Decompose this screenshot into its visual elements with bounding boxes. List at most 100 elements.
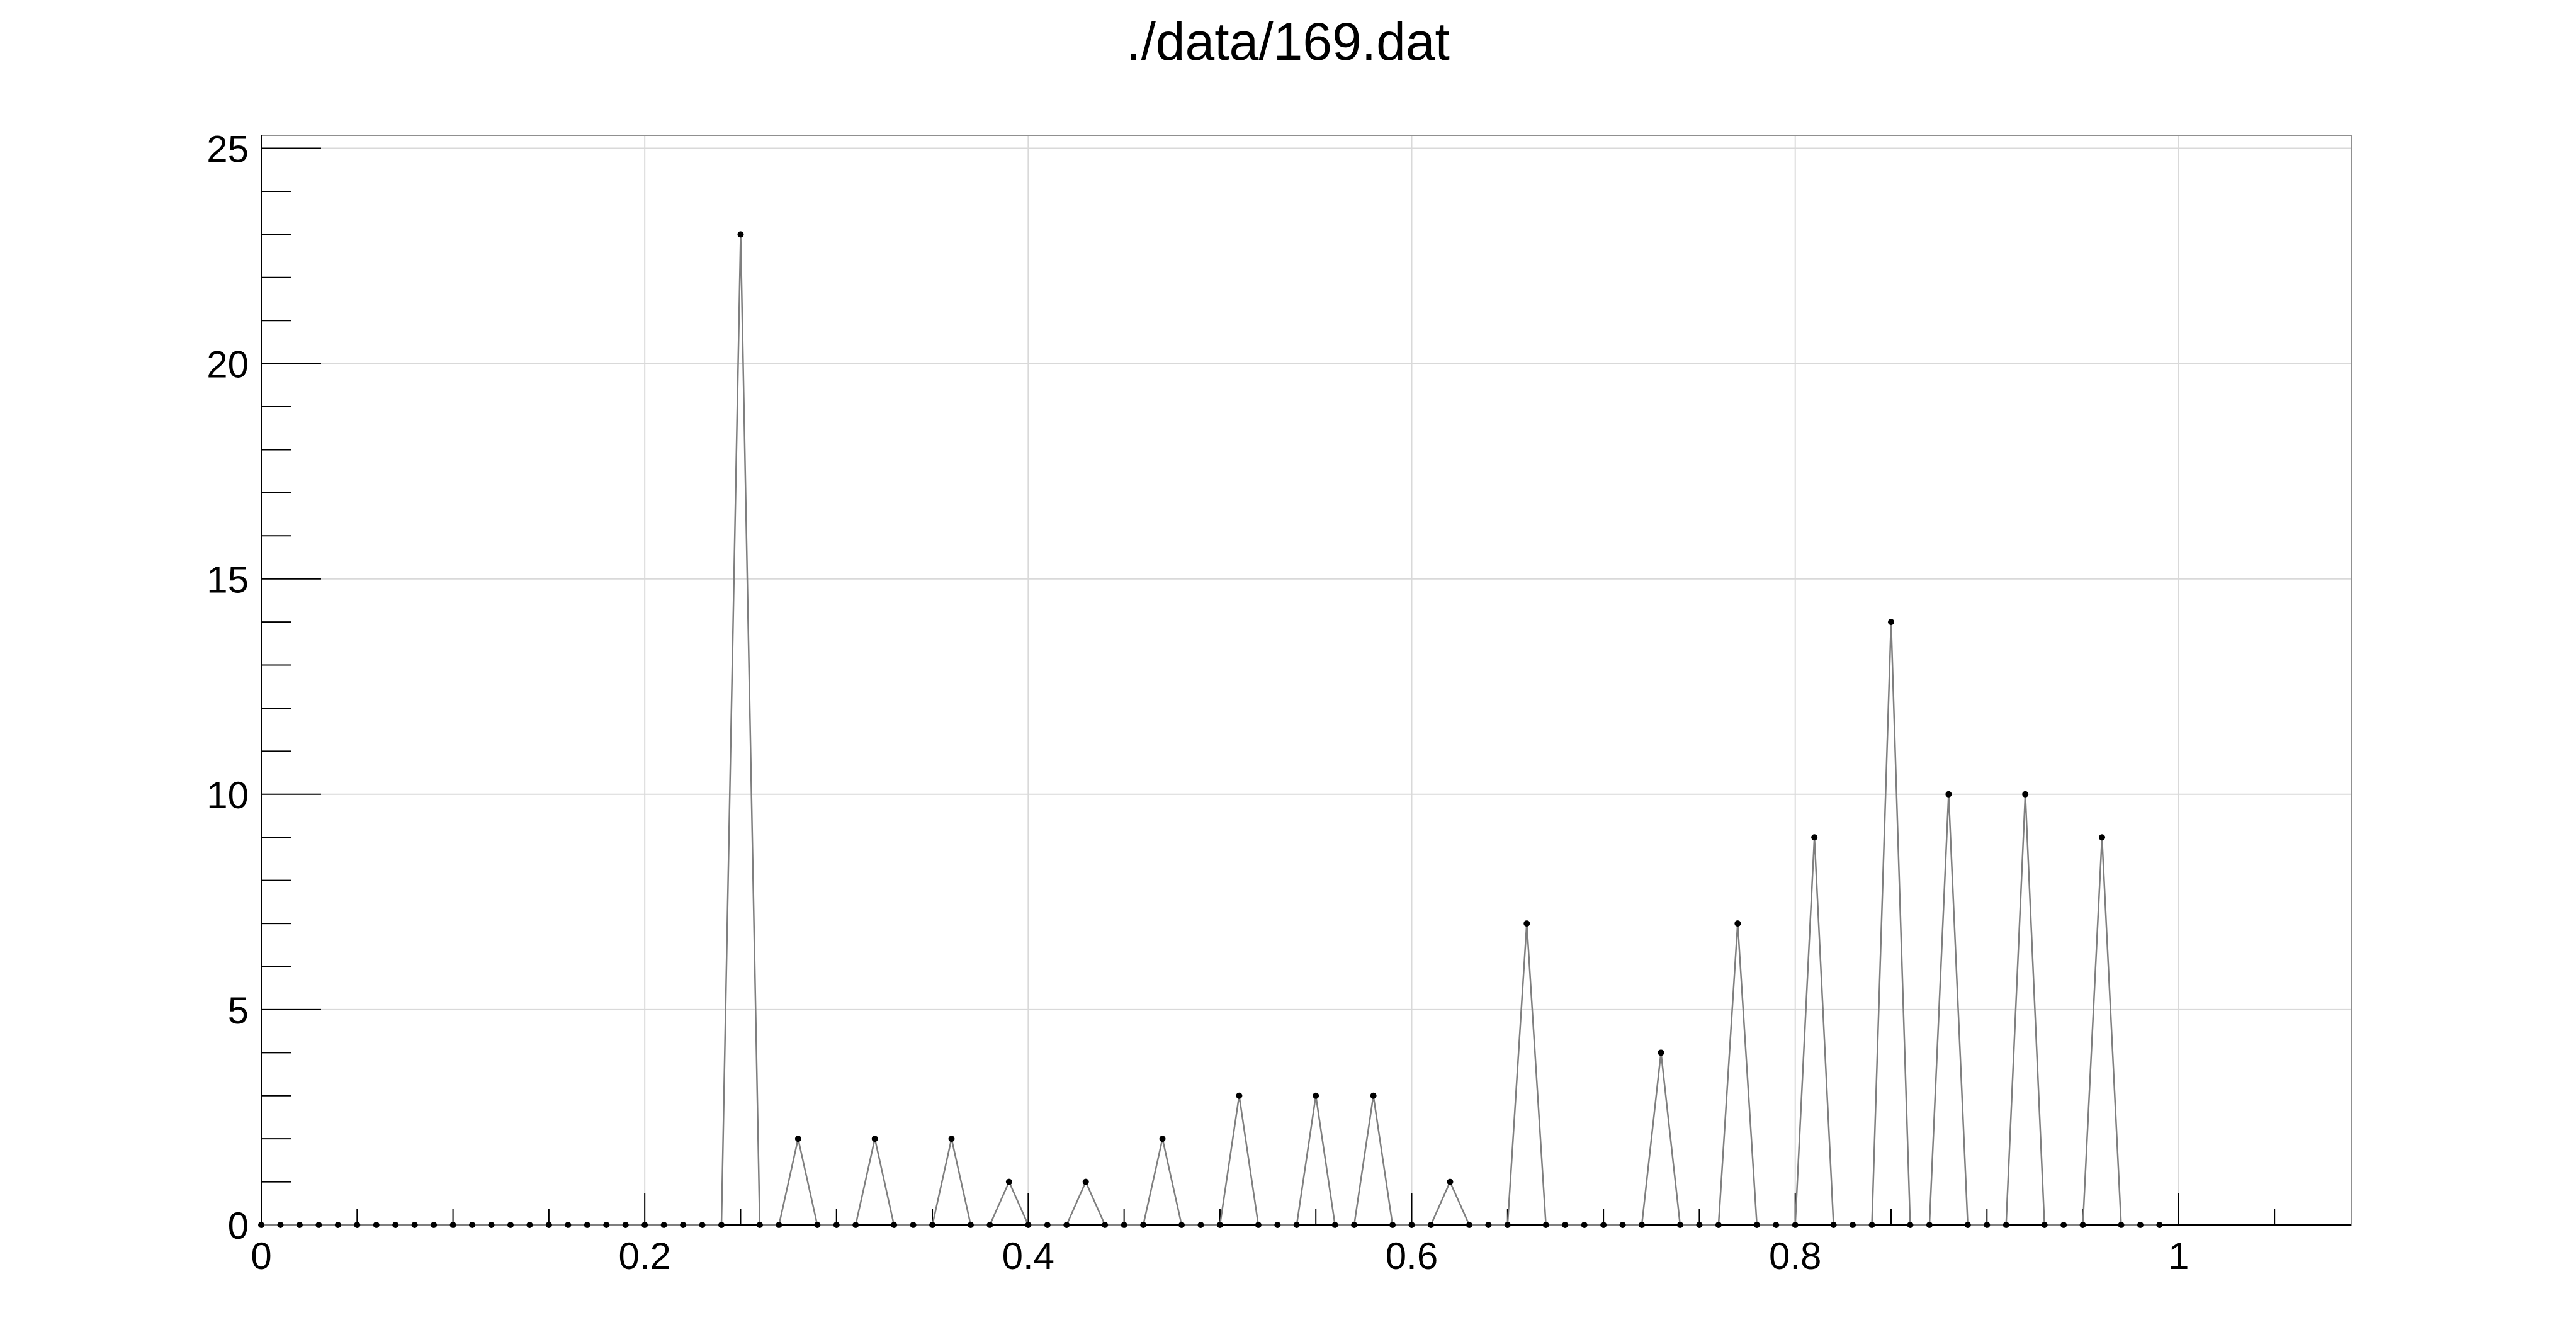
data-point <box>526 1222 533 1228</box>
data-point <box>1197 1222 1204 1228</box>
data-point <box>622 1222 629 1228</box>
grid-lines <box>261 135 2351 1225</box>
data-point <box>1773 1222 1780 1228</box>
data-point <box>2022 791 2029 798</box>
data-point <box>929 1222 936 1228</box>
data-point <box>603 1222 610 1228</box>
data-point <box>871 1136 878 1142</box>
data-point <box>756 1222 763 1228</box>
data-point <box>1676 1222 1683 1228</box>
data-point <box>852 1222 859 1228</box>
data-point <box>1351 1222 1358 1228</box>
data-point <box>1639 1222 1646 1228</box>
data-point <box>1581 1222 1588 1228</box>
data-point <box>449 1222 456 1228</box>
data-point <box>1850 1222 1856 1228</box>
data-point <box>1830 1222 1837 1228</box>
data-point <box>1562 1222 1569 1228</box>
data-point <box>1293 1222 1300 1228</box>
series-layer <box>258 231 2163 1228</box>
data-point <box>2003 1222 2009 1228</box>
y-tick-label: 15 <box>206 559 249 601</box>
data-point <box>1178 1222 1185 1228</box>
data-point <box>1102 1222 1109 1228</box>
data-point <box>699 1222 706 1228</box>
data-point <box>392 1222 399 1228</box>
data-point <box>431 1222 438 1228</box>
data-point <box>2079 1222 2086 1228</box>
x-tick-label: 1 <box>2168 1235 2189 1277</box>
data-point <box>1523 920 1530 927</box>
data-point <box>488 1222 495 1228</box>
data-point <box>986 1222 993 1228</box>
data-point <box>1159 1136 1166 1142</box>
data-point <box>296 1222 303 1228</box>
data-point <box>660 1222 667 1228</box>
data-point <box>354 1222 361 1228</box>
data-point <box>1466 1222 1472 1228</box>
data-point <box>1236 1092 1243 1099</box>
data-point <box>2156 1222 2163 1228</box>
data-point <box>2060 1222 2067 1228</box>
data-point <box>794 1136 801 1142</box>
data-point <box>737 231 744 238</box>
data-point <box>1408 1222 1415 1228</box>
data-point <box>584 1222 590 1228</box>
data-point <box>1868 1222 1875 1228</box>
data-point <box>1389 1222 1396 1228</box>
data-point <box>1945 791 1952 798</box>
data-point <box>277 1222 284 1228</box>
data-point <box>1907 1222 1914 1228</box>
data-point <box>1063 1222 1070 1228</box>
data-point <box>1984 1222 1991 1228</box>
data-point <box>1753 1222 1760 1228</box>
data-point <box>1313 1092 1319 1099</box>
y-tick-label: 25 <box>206 128 249 171</box>
data-point <box>1121 1222 1127 1228</box>
x-tick-label: 0.4 <box>1002 1235 1054 1277</box>
chart-title: ./data/169.dat <box>1126 12 1450 71</box>
x-tick-label: 0 <box>251 1235 271 1277</box>
data-point <box>1082 1178 1089 1185</box>
data-point <box>1427 1222 1434 1228</box>
data-point <box>565 1222 572 1228</box>
data-point <box>1658 1049 1664 1056</box>
data-point <box>469 1222 476 1228</box>
data-point <box>411 1222 418 1228</box>
data-point <box>1370 1092 1377 1099</box>
data-point <box>833 1222 840 1228</box>
data-point <box>1715 1222 1722 1228</box>
data-point <box>545 1222 552 1228</box>
data-point <box>891 1222 898 1228</box>
data-point <box>1600 1222 1607 1228</box>
data-point <box>1044 1222 1051 1228</box>
data-point <box>718 1222 725 1228</box>
x-tick-label: 0.6 <box>1386 1235 1438 1277</box>
data-point <box>1504 1222 1511 1228</box>
data-point <box>1887 619 1894 626</box>
data-point <box>334 1222 341 1228</box>
data-point <box>1964 1222 1971 1228</box>
y-tick-label: 5 <box>228 990 249 1032</box>
data-point <box>1216 1222 1223 1228</box>
data-point <box>1255 1222 1262 1228</box>
data-point <box>1025 1222 1032 1228</box>
data-point <box>2137 1222 2144 1228</box>
data-point <box>814 1222 821 1228</box>
data-point <box>1331 1222 1338 1228</box>
data-point <box>1447 1178 1454 1185</box>
y-tick-label: 0 <box>228 1205 249 1247</box>
data-point <box>641 1222 648 1228</box>
data-point <box>1485 1222 1492 1228</box>
x-tick-label: 0.8 <box>1769 1235 1821 1277</box>
series-line <box>261 234 2160 1226</box>
data-point <box>2041 1222 2048 1228</box>
data-point <box>910 1222 917 1228</box>
data-point <box>315 1222 322 1228</box>
data-point <box>948 1136 955 1142</box>
data-point <box>680 1222 687 1228</box>
data-point <box>1696 1222 1703 1228</box>
